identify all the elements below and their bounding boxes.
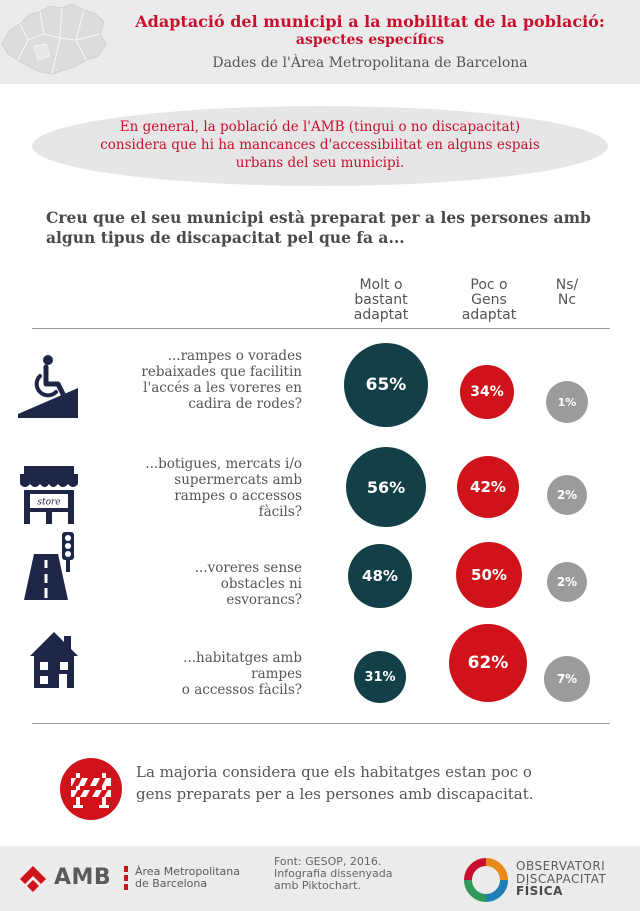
intro-text: En general, la població de l'AMB (tingui… <box>88 118 552 172</box>
page-title-line2: aspectes específics <box>295 32 445 48</box>
row-label-line: obstacles ni <box>220 576 302 592</box>
source-line: Font: GESOP, 2016. <box>274 855 382 868</box>
column-header-adapted: Molt o bastant adaptat <box>336 278 426 323</box>
survey-question: Creu que el seu municipi està preparat p… <box>46 208 606 248</box>
table-row: ...rampes o vorades rebaixades que facil… <box>0 330 640 440</box>
column-header-line: bastant <box>354 292 408 308</box>
road-traffic-light-icon <box>24 532 74 600</box>
conclusion-line: La majoria considera que els habitatges … <box>136 763 532 781</box>
observatori-line: FÍSICA <box>516 884 563 898</box>
adapted-circle: 48% <box>348 544 412 608</box>
row-label-line: rampes <box>251 666 302 682</box>
dk-circle: 2% <box>547 475 587 515</box>
row-label-line: fàcils? <box>258 504 302 520</box>
row-label-line: cadira de rodes? <box>188 396 302 412</box>
table-row: ...habitatges amb rampes o accessos fàci… <box>0 620 640 730</box>
row-label-line: esvorancs? <box>226 592 302 608</box>
road-barrier-icon <box>60 758 122 820</box>
page-title: Adaptació del municipi a la mobilitat de… <box>135 12 605 31</box>
adapted-circle: 65% <box>344 343 428 427</box>
column-header-dk: Ns/ Nc <box>534 278 600 308</box>
divider-bottom <box>32 723 610 724</box>
amb-subtitle: Àrea Metropolitana de Barcelona <box>135 866 240 890</box>
question-line: Creu que el seu municipi està preparat p… <box>46 208 591 227</box>
amb-separator-icon <box>124 866 128 890</box>
column-header-not-adapted: Poc o Gens adaptat <box>444 278 534 323</box>
conclusion-line: gens preparats per a les persones amb di… <box>136 785 534 803</box>
conclusion-text: La majoria considera que els habitatges … <box>136 761 606 805</box>
intro-line: En general, la població de l'AMB (tingui… <box>119 119 521 135</box>
column-header-line: Nc <box>557 292 577 308</box>
row-label: ...voreres sense obstacles ni esvorancs? <box>100 560 302 608</box>
column-header-line: Molt o <box>359 277 403 293</box>
source-line: Infografia dissenyada <box>274 867 393 880</box>
column-header-line: Poc o <box>470 277 508 293</box>
intro-line: considera que hi ha mancances d'accessib… <box>100 137 540 153</box>
wheelchair-ramp-icon <box>18 355 78 418</box>
dk-circle: 2% <box>547 562 587 602</box>
house-icon <box>30 632 78 688</box>
not-adapted-circle: 50% <box>456 542 522 608</box>
amb-subtitle-line: de Barcelona <box>135 877 208 890</box>
observatori-line: DISCAPACITAT <box>516 871 607 886</box>
observatori-line: OBSERVATORI <box>516 859 606 873</box>
store-icon: store <box>20 466 78 524</box>
page-header: Adaptació del municipi a la mobilitat de… <box>0 0 640 84</box>
adapted-circle: 56% <box>346 447 426 527</box>
not-adapted-circle: 34% <box>460 365 514 419</box>
row-label: ...habitatges amb rampes o accessos fàci… <box>100 650 302 698</box>
row-label-line: ...habitatges amb <box>183 650 302 666</box>
row-label-line: supermercats amb <box>174 472 302 488</box>
row-label-line: rampes o accessos <box>174 488 302 504</box>
intro-line: urbans del seu municipi. <box>235 155 405 171</box>
source-line: amb Piktochart. <box>274 879 361 892</box>
row-label-line: ...rampes o vorades <box>167 348 302 364</box>
row-label-line: o accessos fàcils? <box>181 682 302 698</box>
not-adapted-circle: 42% <box>457 456 519 518</box>
map-icon <box>1 3 107 75</box>
column-header-line: adaptat <box>461 307 517 323</box>
table-row: store ...botigues, mercats i/o supermerc… <box>0 440 640 550</box>
question-line: algun tipus de discapacitat pel que fa a… <box>46 228 405 247</box>
dk-circle: 7% <box>544 656 590 702</box>
page-subtitle: Dades de l'Àrea Metropolitana de Barcelo… <box>212 55 528 71</box>
not-adapted-circle: 62% <box>449 624 527 702</box>
row-label: ...botigues, mercats i/o supermercats am… <box>100 456 302 520</box>
source-note: Font: GESOP, 2016. Infografia dissenyada… <box>274 856 424 892</box>
observatori-logo-icon <box>464 858 508 902</box>
divider-top <box>32 328 610 329</box>
row-label-line: rebaixades que facilitin <box>141 364 302 380</box>
observatori-logo-text: OBSERVATORI DISCAPACITAT FÍSICA <box>516 860 606 898</box>
column-header-line: adaptat <box>353 307 409 323</box>
page-footer <box>0 846 640 911</box>
row-label-line: l'accés a les voreres en <box>143 380 302 396</box>
amb-logo-text: AMB <box>54 865 112 890</box>
row-label-line: ...botigues, mercats i/o <box>145 456 302 472</box>
dk-circle: 1% <box>546 381 588 423</box>
column-header-line: Ns/ <box>555 277 579 293</box>
column-header-line: Gens <box>471 292 507 308</box>
amb-subtitle-line: Àrea Metropolitana <box>135 865 240 878</box>
row-label-line: ...voreres sense <box>194 560 302 576</box>
intro-bubble <box>32 106 608 186</box>
amb-logo-icon <box>20 866 46 892</box>
store-sign-text: store <box>37 498 60 508</box>
table-row: ...voreres sense obstacles ni esvorancs?… <box>0 530 640 640</box>
adapted-circle: 31% <box>354 651 406 703</box>
row-label: ...rampes o vorades rebaixades que facil… <box>100 348 302 412</box>
